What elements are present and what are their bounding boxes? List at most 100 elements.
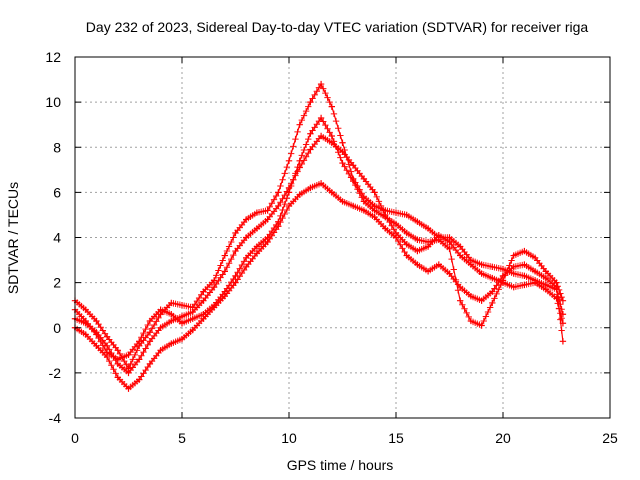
interpolated-point-marker	[450, 266, 457, 273]
interpolated-point-marker	[354, 186, 361, 193]
interpolated-point-marker	[495, 286, 502, 293]
interpolated-point-marker	[225, 243, 233, 250]
y-tick-label: -2	[49, 365, 62, 381]
interpolated-point-marker	[287, 150, 295, 157]
interpolated-point-marker	[240, 258, 248, 265]
data-point-marker	[371, 189, 378, 196]
interpolated-point-marker	[292, 135, 299, 143]
series-track-d	[71, 114, 567, 363]
y-tick-label: 4	[53, 230, 61, 246]
data-point-marker	[146, 329, 154, 336]
data-point-marker	[285, 157, 293, 164]
interpolated-point-marker	[298, 152, 306, 159]
interpolated-point-marker	[279, 176, 286, 183]
data-point-marker	[446, 245, 453, 252]
interpolated-point-marker	[390, 226, 398, 233]
interpolated-point-marker	[399, 245, 406, 252]
interpolated-point-marker	[213, 272, 220, 279]
data-point-marker	[275, 202, 282, 210]
interpolated-point-marker	[138, 352, 145, 359]
interpolated-point-marker	[343, 167, 350, 174]
y-axis-label: SDTVAR / TECUs	[5, 182, 21, 294]
data-point-marker	[221, 252, 228, 259]
interpolated-point-marker	[142, 345, 149, 352]
interpolated-point-marker	[356, 190, 363, 197]
interpolated-point-marker	[501, 272, 509, 279]
interpolated-point-marker	[554, 294, 561, 302]
interpolated-point-marker	[337, 154, 344, 161]
y-tick-label: 0	[53, 320, 61, 336]
interpolated-point-marker	[234, 269, 241, 276]
data-point-marker	[296, 157, 303, 164]
interpolated-point-marker	[148, 325, 156, 332]
interpolated-point-marker	[322, 121, 329, 129]
axes-layer	[74, 56, 611, 419]
interpolated-point-marker	[150, 321, 158, 329]
interpolated-point-marker	[493, 290, 500, 298]
data-point-marker	[114, 347, 121, 354]
interpolated-point-marker	[292, 170, 299, 177]
interpolated-point-marker	[491, 295, 498, 302]
interpolated-point-marker	[101, 345, 109, 353]
chart-title: Day 232 of 2023, Sidereal Day-to-day VTE…	[86, 19, 589, 35]
y-tick-label: 6	[53, 184, 61, 200]
data-point-marker	[328, 103, 335, 110]
interpolated-point-marker	[347, 174, 355, 181]
interpolated-point-marker	[484, 308, 492, 316]
interpolated-point-marker	[108, 362, 115, 369]
interpolated-point-marker	[272, 192, 280, 200]
interpolated-point-marker	[228, 255, 235, 263]
interpolated-point-marker	[305, 149, 312, 157]
interpolated-point-marker	[290, 143, 297, 150]
interpolated-point-marker	[330, 138, 338, 145]
interpolated-point-marker	[332, 117, 340, 125]
interpolated-point-marker	[452, 276, 460, 284]
interpolated-point-marker	[305, 103, 312, 110]
series-track-c	[71, 180, 567, 392]
interpolated-point-marker	[448, 255, 455, 263]
interpolated-point-marker	[352, 181, 359, 189]
interpolated-point-marker	[236, 265, 243, 272]
interpolated-point-marker	[558, 293, 565, 301]
interpolated-point-marker	[266, 203, 273, 211]
interpolated-point-marker	[558, 327, 565, 334]
interpolated-point-marker	[335, 125, 342, 132]
interpolated-point-marker	[324, 125, 331, 132]
interpolated-point-marker	[277, 199, 284, 206]
interpolated-point-marker	[217, 262, 224, 269]
interpolated-point-marker	[215, 267, 222, 274]
interpolated-point-marker	[142, 325, 149, 333]
y-tick-label: 2	[53, 275, 61, 291]
x-tick-label: 0	[71, 430, 79, 446]
interpolated-point-marker	[394, 237, 402, 245]
interpolated-point-marker	[270, 196, 278, 203]
x-axis-label: GPS time / hours	[287, 457, 394, 473]
interpolated-point-marker	[228, 238, 235, 246]
data-point-marker	[232, 272, 239, 280]
interpolated-point-marker	[302, 141, 310, 148]
data-point-marker	[275, 218, 282, 225]
interpolated-point-marker	[463, 309, 470, 317]
data-point-marker	[553, 279, 560, 286]
interpolated-point-marker	[110, 366, 117, 373]
interpolated-point-marker	[153, 318, 160, 325]
y-tick-label: 12	[45, 49, 61, 65]
interpolated-point-marker	[480, 317, 487, 325]
interpolated-point-marker	[305, 135, 312, 143]
interpolated-point-marker	[554, 283, 561, 290]
interpolated-point-marker	[281, 170, 288, 177]
interpolated-point-marker	[320, 85, 327, 92]
x-tick-label: 20	[495, 430, 511, 446]
interpolated-point-marker	[290, 176, 297, 183]
interpolated-point-marker	[281, 200, 288, 208]
interpolated-point-marker	[155, 314, 162, 322]
interpolated-point-marker	[138, 334, 145, 341]
interpolated-point-marker	[557, 316, 564, 323]
interpolated-point-marker	[283, 163, 291, 171]
data-point-marker	[350, 177, 357, 185]
plot-frame	[74, 56, 611, 419]
interpolated-point-marker	[311, 91, 318, 99]
interpolated-point-marker	[225, 260, 233, 267]
data-point-marker	[339, 139, 346, 146]
